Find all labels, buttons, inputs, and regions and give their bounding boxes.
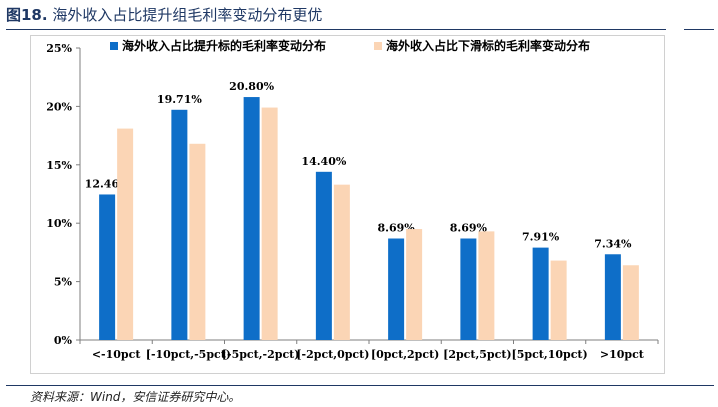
bar-share-down <box>189 143 206 340</box>
data-label: 8.69% <box>378 222 416 235</box>
data-label: 8.69% <box>450 222 488 235</box>
y-tick-label: 0% <box>54 334 73 347</box>
legend-swatch <box>110 42 118 50</box>
legend-label: 海外收入占比提升标的毛利率变动分布 <box>122 38 326 53</box>
y-tick-label: 25% <box>46 42 72 55</box>
y-tick-label: 20% <box>46 100 72 113</box>
y-tick-label: 10% <box>46 217 72 230</box>
bar-share-up <box>315 171 332 340</box>
y-tick-label: 15% <box>46 159 72 172</box>
legend-swatch <box>374 42 382 50</box>
bar-share-up <box>243 97 260 340</box>
bar-share-up <box>99 194 116 340</box>
x-tick-label: <-10pct <box>92 348 141 361</box>
x-tick-label: [-2pct,0pct) <box>296 348 369 361</box>
legend-label: 海外收入占比下滑标的毛利率变动分布 <box>386 38 590 53</box>
x-tick-label: [5pct,10pct) <box>512 348 588 361</box>
bar-share-up <box>171 109 188 340</box>
data-label: 20.80% <box>229 80 274 93</box>
data-label: 19.71% <box>157 93 202 106</box>
y-tick-label: 5% <box>54 276 73 289</box>
bar-share-down <box>478 231 495 340</box>
bar-share-up <box>388 238 405 340</box>
bar-share-down <box>622 265 639 340</box>
data-label: 7.91% <box>522 231 560 244</box>
data-label: 7.34% <box>594 237 632 250</box>
x-tick-label: >10pct <box>600 348 645 361</box>
bar-share-up <box>604 254 621 340</box>
x-tick-label: [0pct,2pct) <box>371 348 440 361</box>
title-rule <box>6 29 666 30</box>
x-tick-label: [-10pct,-5pct) <box>146 348 231 361</box>
bar-share-down <box>406 229 423 340</box>
bar-share-down <box>117 128 134 340</box>
title-rule-right <box>684 29 714 30</box>
bar-share-down <box>333 184 350 340</box>
bar-share-up <box>532 247 549 340</box>
figure-title: 图18. 海外收入占比提升组毛利率变动分布更优 <box>6 4 322 25</box>
figure-title-text: 海外收入占比提升组毛利率变动分布更优 <box>52 6 323 24</box>
source-note: 资料来源：Wind，安信证券研究中心。 <box>30 390 241 404</box>
x-tick-label: [2pct,5pct) <box>443 348 512 361</box>
x-tick-label: [-5pct,-2pct) <box>222 348 300 361</box>
bar-share-down <box>261 107 278 341</box>
bar-share-down <box>550 260 567 340</box>
bar-share-up <box>460 238 477 340</box>
source-rule <box>6 385 714 386</box>
data-label: 14.40% <box>301 155 346 168</box>
figure-number: 图18. <box>6 6 48 24</box>
